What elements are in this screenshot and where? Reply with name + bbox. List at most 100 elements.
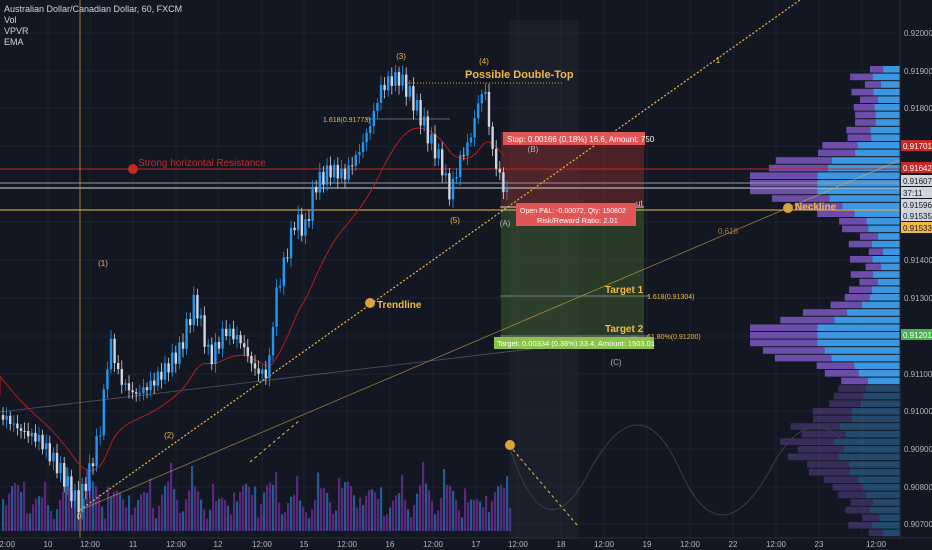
vpvr-down-60	[848, 522, 872, 529]
candle-body-125	[451, 178, 455, 200]
price-label-bg-1	[901, 162, 932, 173]
price-tick-6[interactable]: 0.91100	[904, 370, 932, 379]
vpvr-up-21	[868, 225, 900, 233]
time-tick-20[interactable]: 12:00	[866, 540, 887, 549]
candle-body-108	[390, 76, 393, 86]
volume-bar-100	[302, 506, 305, 531]
vpvr-down-2	[864, 81, 881, 88]
rr-box-text: Risk/Reward Ratio: 2.01	[537, 216, 618, 225]
vpvr-up-35	[817, 332, 900, 339]
price-tick-4[interactable]: 0.91400	[904, 256, 932, 265]
volume-bar-76	[230, 514, 233, 531]
time-tick-2[interactable]: 12:00	[80, 540, 101, 549]
time-axis-bg	[0, 538, 932, 550]
time-tick-3[interactable]: 11	[129, 540, 138, 549]
time-tick-9[interactable]: 16	[386, 540, 395, 549]
time-tick-12[interactable]: 12:00	[508, 540, 529, 549]
time-tick-16[interactable]: 12:00	[680, 540, 701, 549]
volume-bar-136	[410, 517, 413, 531]
candle-body-121	[437, 149, 440, 159]
candle-body-71	[257, 368, 260, 374]
indicator-ema[interactable]: EMA	[4, 37, 24, 47]
volume-bar-158	[476, 499, 479, 531]
volume-bar-108	[326, 493, 329, 531]
volume-bar-129	[389, 507, 392, 531]
time-tick-13[interactable]: 18	[557, 540, 566, 549]
target-box-bg	[494, 337, 654, 349]
volume-bar-127	[383, 516, 386, 531]
volume-bar-23	[71, 491, 74, 531]
vpvr-down-8	[846, 126, 871, 134]
candle-body-102	[369, 126, 372, 133]
indicator-vpvr[interactable]: VPVR	[4, 26, 29, 36]
time-tick-10[interactable]: 12:00	[423, 540, 444, 549]
vpvr-up-10	[857, 142, 900, 149]
candle-body-105	[379, 84, 383, 103]
time-tick-7[interactable]: 15	[300, 540, 309, 549]
volume-bar-52	[158, 505, 161, 531]
time-tick-1[interactable]: 10	[44, 540, 53, 549]
candle-body-74	[268, 355, 271, 379]
volume-bar-31	[95, 485, 98, 531]
volume-bar-6	[20, 491, 23, 531]
price-tick-1[interactable]: 0.91900	[904, 67, 932, 76]
vpvr-down-24	[868, 248, 883, 255]
vpvr-down-13	[768, 164, 828, 172]
candle-body-91	[329, 165, 332, 178]
volume-bar-49	[149, 478, 152, 531]
label-fib-0618: 0.618	[718, 227, 739, 236]
volume-bar-88	[266, 484, 269, 531]
volume-bar-96	[290, 496, 293, 531]
time-tick-17[interactable]: 22	[729, 540, 738, 549]
vpvr-up-58	[869, 506, 900, 514]
price-tick-7[interactable]: 0.91000	[904, 407, 932, 416]
price-tick-2[interactable]: 0.91800	[904, 104, 932, 113]
wave-label-8: (C)	[610, 358, 621, 367]
price-label-2: 0.91607	[903, 177, 932, 186]
vpvr-up-51	[838, 453, 900, 461]
time-tick-14[interactable]: 12:00	[594, 540, 615, 549]
volume-bar-128	[386, 514, 389, 531]
time-tick-0[interactable]: 12:00	[0, 540, 16, 549]
time-tick-19[interactable]: 23	[815, 540, 824, 549]
price-tick-0[interactable]: 0.92000	[904, 29, 932, 38]
candle-body-20	[73, 490, 77, 502]
time-tick-18[interactable]: 12:00	[766, 540, 787, 549]
volume-bar-169	[509, 507, 512, 531]
candle-body-109	[394, 72, 397, 86]
candle-body-139	[502, 172, 505, 193]
volume-bar-39	[119, 493, 122, 531]
candle-body-36	[131, 390, 134, 393]
price-tick-8[interactable]: 0.90900	[904, 445, 932, 454]
candle-body-122	[441, 149, 444, 176]
volume-bar-104	[314, 499, 317, 531]
time-tick-4[interactable]: 12:00	[166, 540, 187, 549]
price-tick-10[interactable]: 0.90700	[904, 520, 932, 529]
candle-body-45	[163, 363, 167, 380]
vpvr-down-53	[808, 468, 850, 476]
indicator-vol[interactable]: Vol	[4, 15, 17, 25]
price-tick-5[interactable]: 0.91300	[904, 294, 932, 303]
time-tick-15[interactable]: 19	[643, 540, 652, 549]
volume-bar-120	[362, 505, 365, 531]
time-axis[interactable]: 12:00 10 12:00 11 12:00 12 12:00 15 12:00 16 12:00…	[0, 537, 932, 550]
price-axis[interactable]: 0.920000.919000.918000.916000.914000.913…	[899, 0, 932, 538]
time-tick-5[interactable]: 12	[214, 540, 223, 549]
candle-body-106	[383, 84, 386, 91]
price-tick-9[interactable]: 0.90800	[904, 483, 932, 492]
volume-bar-54	[164, 485, 167, 531]
time-tick-8[interactable]: 12:00	[337, 540, 358, 549]
volume-bar-141	[425, 483, 428, 531]
volume-bar-149	[449, 485, 452, 531]
time-tick-11[interactable]: 17	[472, 540, 481, 549]
volume-bar-89	[269, 482, 272, 531]
volume-bar-68	[206, 518, 209, 531]
vpvr-up-49	[834, 438, 900, 445]
candle-body-107	[387, 76, 390, 91]
vpvr-down-50	[797, 446, 844, 453]
time-tick-6[interactable]: 12:00	[252, 540, 273, 549]
symbol-title[interactable]: Australian Dollar/Canadian Dollar, 60, F…	[4, 4, 183, 14]
target-box-text: Target: 0.00334 (0.36%) 33.4, Amount: 15…	[497, 339, 655, 348]
candle-body-24	[88, 463, 91, 491]
